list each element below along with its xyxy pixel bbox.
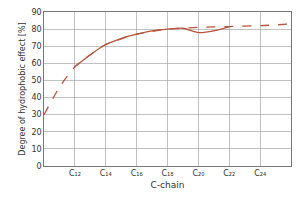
svg-text:70: 70	[31, 42, 41, 51]
svg-text:Degree of hydrophobic effect [: Degree of hydrophobic effect [%]	[18, 22, 27, 155]
svg-text:80: 80	[31, 25, 41, 34]
svg-text:C₁₄: C₁₄	[100, 169, 112, 178]
svg-text:C₁₈: C₁₈	[162, 169, 174, 178]
svg-text:C₂₄: C₂₄	[254, 169, 266, 178]
svg-text:0: 0	[37, 162, 42, 171]
svg-text:C₂₂: C₂₂	[223, 169, 235, 178]
svg-text:C₁₆: C₁₆	[131, 169, 143, 178]
svg-text:50: 50	[31, 76, 41, 85]
svg-text:20: 20	[31, 128, 41, 137]
svg-text:10: 10	[31, 145, 41, 154]
svg-text:90: 90	[31, 8, 41, 17]
svg-text:C-chain: C-chain	[151, 180, 185, 190]
svg-text:40: 40	[31, 93, 41, 102]
svg-text:C₁₂: C₁₂	[69, 169, 81, 178]
svg-text:60: 60	[31, 59, 41, 68]
svg-text:30: 30	[31, 110, 41, 119]
svg-text:C₂₀: C₂₀	[192, 169, 204, 178]
